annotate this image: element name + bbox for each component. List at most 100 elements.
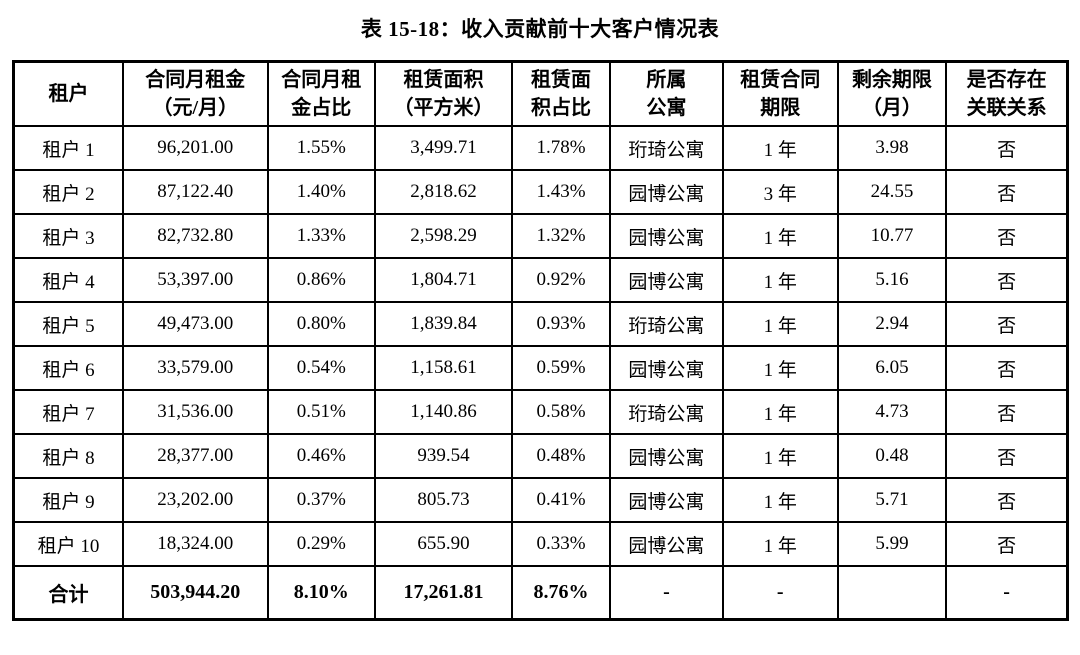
table-cell: 6.05 xyxy=(836,345,948,391)
customers-table: 租户 合同月租金 （元/月） 合同月租 金占比 租赁面积 （平方米） 租赁面 积占比 所属… xyxy=(12,60,1069,621)
table-cell: 0.86% xyxy=(266,257,376,303)
total-row: 合计 503,944.20 8.10% 17,261.81 8.76% - - - xyxy=(12,565,1069,621)
table-body: 租户 1 96,201.00 1.55% 3,499.71 1.78% 珩琦公寓 1 年 3.… xyxy=(12,125,1069,567)
table-cell: 园博公寓 xyxy=(609,213,724,259)
total-cell: - xyxy=(721,565,839,621)
table-cell: 2.94 xyxy=(836,301,948,347)
table-cell: 否 xyxy=(945,301,1069,347)
table-cell: 1.55% xyxy=(266,125,376,171)
table-cell: 0.33% xyxy=(511,521,612,567)
table-cell: 18,324.00 xyxy=(122,521,269,567)
table-cell: 0.48% xyxy=(511,433,612,479)
table-cell: 1 年 xyxy=(721,521,839,567)
table-cell: 租户 8 xyxy=(12,433,125,479)
table-cell: 3.98 xyxy=(836,125,948,171)
table-cell: 租户 1 xyxy=(12,125,125,171)
table-cell: 1.40% xyxy=(266,169,376,215)
table-cell: 0.92% xyxy=(511,257,612,303)
table-cell: 租户 6 xyxy=(12,345,125,391)
column-header: 租赁合同 期限 xyxy=(721,60,839,127)
table-cell: 0.58% xyxy=(511,389,612,435)
table-cell: 否 xyxy=(945,213,1069,259)
table-cell: 0.59% xyxy=(511,345,612,391)
table-cell: 49,473.00 xyxy=(122,301,269,347)
table-cell: 0.48 xyxy=(836,433,948,479)
table-row: 租户 3 82,732.80 1.33% 2,598.29 1.32% 园博公寓 1 年 10… xyxy=(12,213,1069,259)
total-cell: - xyxy=(945,565,1069,621)
table-cell: 23,202.00 xyxy=(122,477,269,523)
total-cell: 503,944.20 xyxy=(122,565,269,621)
table-cell: 0.37% xyxy=(266,477,376,523)
table-cell: 园博公寓 xyxy=(609,345,724,391)
table-cell: 珩琦公寓 xyxy=(609,125,724,171)
table-cell: 5.71 xyxy=(836,477,948,523)
table-cell: 0.93% xyxy=(511,301,612,347)
table-cell: 租户 2 xyxy=(12,169,125,215)
table-cell: 5.16 xyxy=(836,257,948,303)
total-cell: 合计 xyxy=(12,565,125,621)
table-cell: 0.51% xyxy=(266,389,376,435)
table-cell: 0.54% xyxy=(266,345,376,391)
table-cell: 939.54 xyxy=(373,433,514,479)
table-row: 租户 6 33,579.00 0.54% 1,158.61 0.59% 园博公寓 1 年 6.… xyxy=(12,345,1069,391)
column-header: 租赁面积 （平方米） xyxy=(373,60,514,127)
table-cell: 53,397.00 xyxy=(122,257,269,303)
table-cell: 3,499.71 xyxy=(373,125,514,171)
table-row: 租户 10 18,324.00 0.29% 655.90 0.33% 园博公寓 1 年 5.9… xyxy=(12,521,1069,567)
column-header: 租户 xyxy=(12,60,125,127)
table-row: 租户 4 53,397.00 0.86% 1,804.71 0.92% 园博公寓 1 年 5.… xyxy=(12,257,1069,303)
column-header: 合同月租 金占比 xyxy=(266,60,376,127)
table-cell: 0.46% xyxy=(266,433,376,479)
table-cell: 否 xyxy=(945,169,1069,215)
table-cell: 1 年 xyxy=(721,213,839,259)
column-header: 租赁面 积占比 xyxy=(511,60,612,127)
table-cell: 0.29% xyxy=(266,521,376,567)
table-cell: 否 xyxy=(945,345,1069,391)
table-cell: 1 年 xyxy=(721,301,839,347)
table-cell: 0.80% xyxy=(266,301,376,347)
column-header: 所属 公寓 xyxy=(609,60,724,127)
table-cell: 租户 9 xyxy=(12,477,125,523)
header-row: 租户 合同月租金 （元/月） 合同月租 金占比 租赁面积 （平方米） 租赁面 积占比 所属… xyxy=(12,60,1069,127)
column-header: 是否存在 关联关系 xyxy=(945,60,1069,127)
table-cell: 否 xyxy=(945,257,1069,303)
total-cell: 8.76% xyxy=(511,565,612,621)
table-cell: 28,377.00 xyxy=(122,433,269,479)
table-row: 租户 2 87,122.40 1.40% 2,818.62 1.43% 园博公寓 3 年 24… xyxy=(12,169,1069,215)
table-cell: 1 年 xyxy=(721,477,839,523)
table-cell: 租户 3 xyxy=(12,213,125,259)
table-cell: 1 年 xyxy=(721,257,839,303)
table-cell: 2,818.62 xyxy=(373,169,514,215)
table-cell: 园博公寓 xyxy=(609,477,724,523)
table-row: 租户 9 23,202.00 0.37% 805.73 0.41% 园博公寓 1 年 5.71… xyxy=(12,477,1069,523)
table-cell: 1.78% xyxy=(511,125,612,171)
table-cell: 否 xyxy=(945,521,1069,567)
total-cell xyxy=(836,565,948,621)
table-cell: 否 xyxy=(945,389,1069,435)
total-cell: - xyxy=(609,565,724,621)
table-cell: 87,122.40 xyxy=(122,169,269,215)
table-cell: 否 xyxy=(945,125,1069,171)
total-cell: 8.10% xyxy=(266,565,376,621)
table-cell: 82,732.80 xyxy=(122,213,269,259)
table-cell: 1 年 xyxy=(721,433,839,479)
table-cell: 珩琦公寓 xyxy=(609,301,724,347)
table-cell: 1 年 xyxy=(721,125,839,171)
table-title: 表 15-18：收入贡献前十大客户情况表 xyxy=(360,17,720,41)
table-cell: 1.33% xyxy=(266,213,376,259)
table-cell: 24.55 xyxy=(836,169,948,215)
total-cell: 17,261.81 xyxy=(373,565,514,621)
table-cell: 2,598.29 xyxy=(373,213,514,259)
table-cell: 园博公寓 xyxy=(609,433,724,479)
table-cell: 1 年 xyxy=(721,345,839,391)
table-cell: 805.73 xyxy=(373,477,514,523)
table-cell: 园博公寓 xyxy=(609,257,724,303)
table-cell: 租户 7 xyxy=(12,389,125,435)
table-cell: 1.32% xyxy=(511,213,612,259)
table-cell: 1 年 xyxy=(721,389,839,435)
table-cell: 珩琦公寓 xyxy=(609,389,724,435)
table-cell: 租户 5 xyxy=(12,301,125,347)
table-cell: 1,158.61 xyxy=(373,345,514,391)
table-row: 租户 5 49,473.00 0.80% 1,839.84 0.93% 珩琦公寓 1 年 2.… xyxy=(12,301,1069,347)
table-cell: 31,536.00 xyxy=(122,389,269,435)
